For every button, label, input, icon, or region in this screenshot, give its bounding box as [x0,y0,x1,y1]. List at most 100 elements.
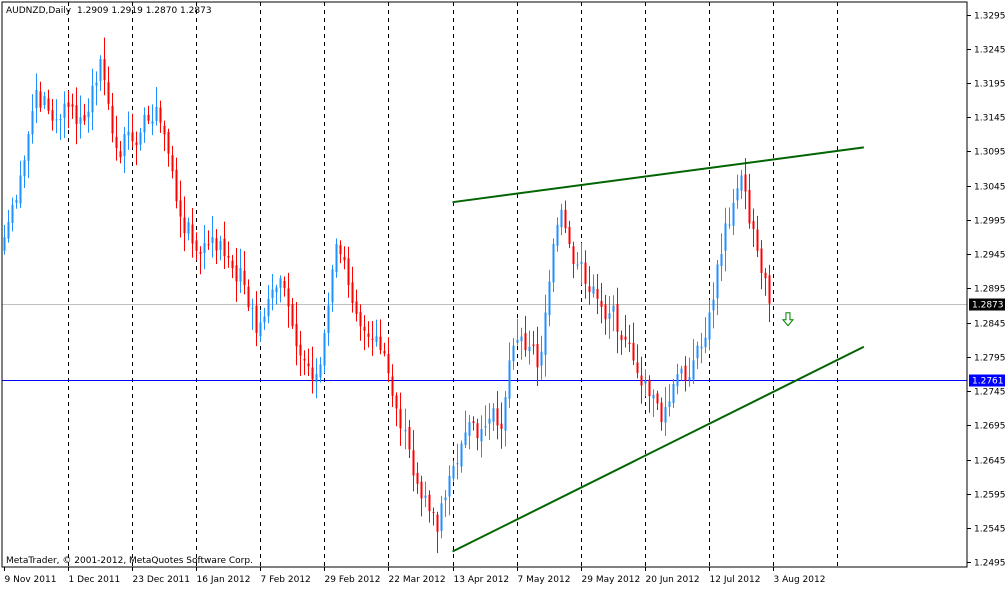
candle-body [295,323,298,347]
candle [27,131,30,179]
candle-body [219,240,222,251]
candle-body [315,374,318,382]
candle-body [416,472,419,484]
candle [740,170,743,200]
candle-body [440,503,443,531]
x-axis-tick-label: 12 Jul 2012 [710,575,761,585]
upper-trendline[interactable] [452,146,865,204]
candle-body [399,408,402,429]
down-arrow-icon[interactable] [781,312,795,327]
candle [159,100,162,133]
trendlines-layer[interactable] [452,146,865,553]
candle [504,391,507,447]
candle [323,329,326,374]
candle-body [408,426,411,450]
axis-layer: 1.3295 1.3245 1.3195 1.3145 1.3095 1.3045 1.29… [4,12,1006,585]
candle [536,326,539,387]
candle-body [540,351,543,366]
candle [736,174,739,209]
lower-trendline[interactable] [452,345,865,553]
candle [199,246,202,275]
candle [327,292,330,346]
candle-body [664,407,667,423]
candle [283,276,286,297]
candle [19,160,22,208]
candle [416,462,419,494]
candle-body [704,337,707,348]
candle [596,274,599,315]
candle [71,93,74,119]
candle-body [43,96,46,106]
candle [51,98,54,131]
candle [391,364,394,408]
candle [147,105,150,124]
candle [732,189,735,235]
candle-body [748,189,751,224]
candle-body [263,316,266,323]
candle [524,315,527,357]
candle [644,369,647,397]
candle-body [91,85,94,113]
x-axis-tick-label: 9 Nov 2011 [5,575,57,585]
candle [139,127,142,151]
candle-body [179,200,182,217]
candle-body [612,305,615,312]
candle [460,440,463,473]
candle-body [207,244,210,246]
candle [271,274,274,311]
candle [379,319,382,355]
candle [728,207,731,229]
candle [231,255,234,279]
candle-body [456,463,459,465]
candle [75,87,78,145]
candle-body [404,429,407,432]
candle [652,389,655,417]
candle [472,416,475,431]
candle-body [424,495,427,498]
candle [572,241,575,279]
candle-body [87,111,90,118]
candle [31,94,34,144]
x-axis-tick-label: 3 Aug 2012 [774,575,826,585]
candle [335,238,338,278]
candle-body [111,105,114,134]
candle [592,274,595,298]
candle [123,126,126,174]
candle [43,91,46,110]
candle [127,111,130,150]
candle-body [203,242,206,253]
candle-body [99,59,102,82]
candle-body [588,286,591,292]
candle-body [656,393,659,404]
candle [187,217,190,241]
candle [267,285,270,324]
candle-body [680,368,683,374]
candle-body [676,374,679,387]
candle-body [223,238,226,257]
candle-body [768,275,771,304]
candle [79,95,82,139]
candle-body [155,106,158,121]
candle [303,350,306,375]
candle-body [83,115,86,121]
candle-body [560,209,563,228]
candle [387,337,390,383]
candle-body [528,346,531,352]
candle-body [71,104,74,107]
candle [748,173,751,229]
candle [720,233,723,282]
bid-price-tag [969,298,1005,311]
candle-body [243,270,246,286]
candle-body [27,134,30,161]
candle [636,344,639,379]
candle [15,194,18,209]
candle-body [375,336,378,342]
candle-body [520,336,523,342]
y-axis-tick-label: 1.3145 [974,114,1006,124]
candle [704,317,707,354]
candle [171,145,174,179]
candle-body [115,136,118,149]
candle-body [756,229,759,251]
candle [440,495,443,539]
candle-body [259,322,262,337]
